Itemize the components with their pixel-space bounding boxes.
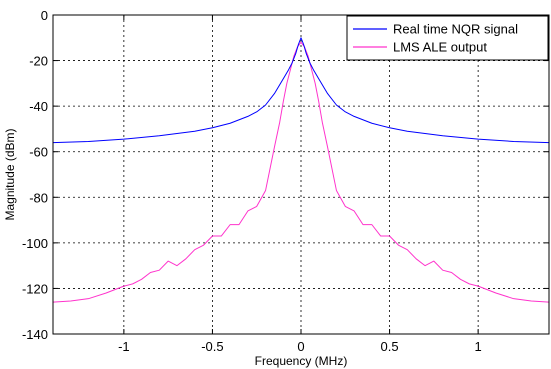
x-tick-label: 0.5 bbox=[381, 339, 399, 354]
x-axis-label: Frequency (MHz) bbox=[255, 354, 348, 368]
y-axis-label: Magnitude (dBm) bbox=[3, 128, 17, 220]
y-tick-label: -40 bbox=[29, 99, 48, 114]
x-tick-label: 1 bbox=[475, 339, 482, 354]
series-line-lms-ale-output bbox=[52, 41, 550, 303]
y-tick-label: 0 bbox=[41, 8, 48, 23]
y-tick-label: -80 bbox=[29, 190, 48, 205]
y-tick-label: -100 bbox=[22, 236, 48, 251]
y-tick-label: -60 bbox=[29, 145, 48, 160]
legend: Real time NQR signal LMS ALE output bbox=[346, 15, 549, 61]
y-tick-label: -120 bbox=[22, 281, 48, 296]
y-tick-label: -140 bbox=[22, 327, 48, 342]
legend-entry-label: LMS ALE output bbox=[393, 40, 487, 55]
x-tick-label: -0.5 bbox=[201, 339, 223, 354]
legend-box bbox=[346, 15, 549, 61]
x-tick-label: -1 bbox=[118, 339, 130, 354]
legend-entry-label: Real time NQR signal bbox=[393, 22, 518, 37]
series-line-real-time-nqr-signal bbox=[52, 37, 550, 144]
series-group bbox=[52, 37, 550, 303]
y-tick-label: -20 bbox=[29, 54, 48, 69]
grid-lines bbox=[53, 15, 549, 334]
x-tick-label: 0 bbox=[297, 339, 304, 354]
axis-ticks: -1 -0.5 0 0.5 1 0 -20 -40 -60 -80 -100 -120 -140 bbox=[22, 8, 549, 354]
